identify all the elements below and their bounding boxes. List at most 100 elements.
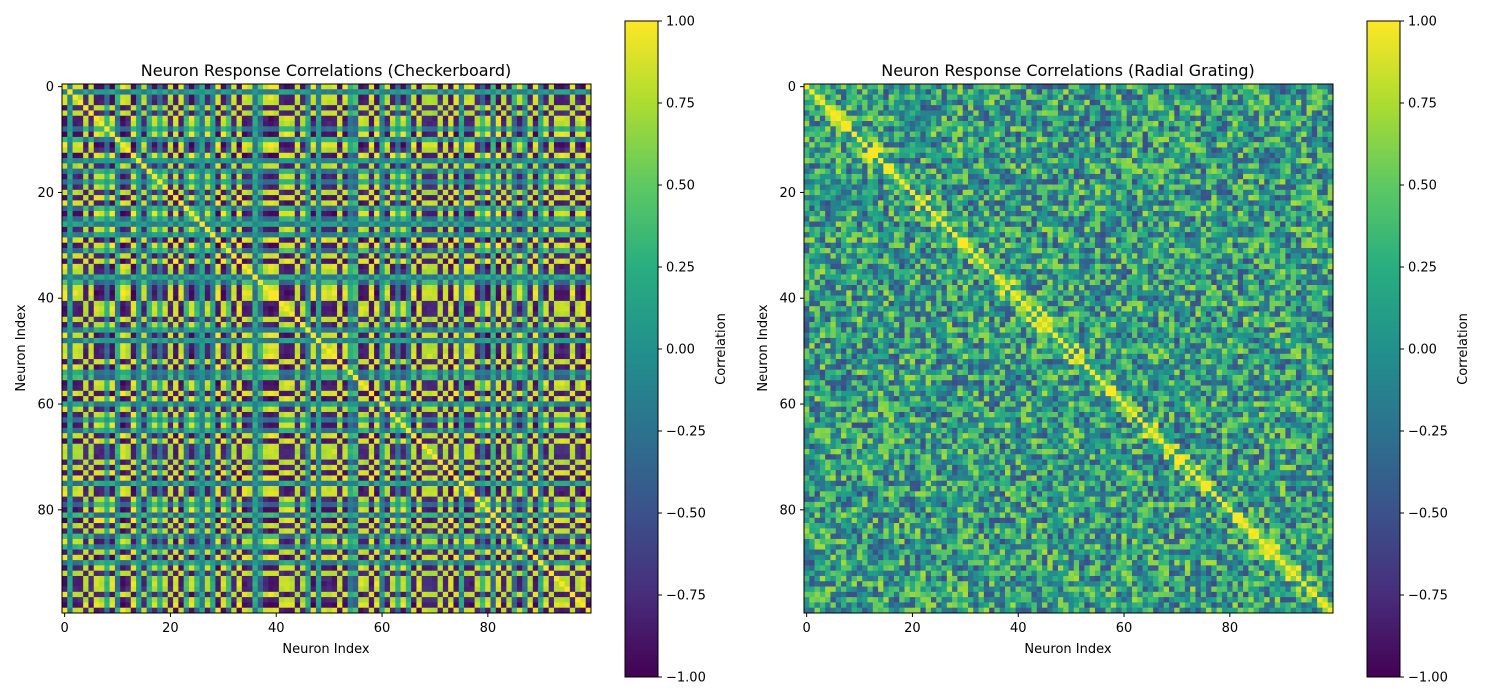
heatmap-cell (348, 200, 354, 206)
heatmap-cell (279, 338, 285, 344)
heatmap-cell (131, 296, 137, 302)
heatmap-cell (506, 179, 512, 185)
heatmap-cell (438, 95, 444, 101)
heatmap-cell (379, 290, 385, 296)
heatmap-cell (358, 89, 364, 95)
heatmap-cell (136, 232, 142, 238)
heatmap-cell (73, 142, 79, 148)
heatmap-cell (358, 190, 364, 196)
heatmap-cell (543, 327, 549, 333)
heatmap-cell (221, 100, 227, 106)
heatmap-cell (432, 222, 438, 228)
heatmap-cell (99, 132, 105, 138)
heatmap-cell (316, 174, 322, 180)
heatmap-cell (157, 274, 163, 280)
heatmap-cell (125, 311, 131, 317)
heatmap-cell (475, 185, 481, 191)
heatmap-cell (485, 274, 491, 280)
heatmap-cell (528, 137, 534, 143)
heatmap-cell (274, 142, 280, 148)
heatmap-cell (416, 121, 422, 127)
heatmap-cell (332, 216, 338, 222)
heatmap-cell (332, 179, 338, 185)
heatmap-cell (327, 253, 333, 259)
heatmap-cell (311, 317, 317, 323)
heatmap-cell (453, 137, 459, 143)
heatmap-cell (480, 306, 486, 312)
heatmap-cell (168, 84, 174, 90)
heatmap-cell (131, 301, 137, 307)
heatmap-cell (311, 343, 317, 349)
heatmap-cell (559, 306, 565, 312)
heatmap-cell (274, 333, 280, 339)
heatmap-cell (104, 185, 110, 191)
heatmap-cell (83, 285, 89, 291)
heatmap-cell (104, 142, 110, 148)
heatmap-cell (252, 153, 258, 159)
heatmap-cell (332, 248, 338, 254)
heatmap-cell (221, 185, 227, 191)
heatmap-cell (268, 185, 274, 191)
heatmap-cell (284, 153, 290, 159)
heatmap-cell (369, 274, 375, 280)
heatmap-cell (67, 116, 73, 122)
heatmap-cell (443, 232, 449, 238)
heatmap-cell (163, 243, 169, 249)
heatmap-cell (342, 311, 348, 317)
heatmap-cell (353, 137, 359, 143)
heatmap-cell (385, 222, 391, 228)
heatmap-cell (395, 296, 401, 302)
heatmap-cell (528, 211, 534, 217)
heatmap-cell (205, 126, 211, 132)
heatmap-cell (538, 343, 544, 349)
heatmap-cell (385, 110, 391, 116)
heatmap-cell (268, 100, 274, 106)
heatmap-cell (358, 227, 364, 233)
heatmap-cell (565, 179, 571, 185)
heatmap-cell (178, 105, 184, 111)
heatmap-cell (184, 248, 190, 254)
heatmap-cell (168, 232, 174, 238)
heatmap-cell (501, 264, 507, 270)
heatmap-cell (533, 132, 539, 138)
heatmap-cell (115, 322, 121, 328)
heatmap-cell (570, 322, 576, 328)
heatmap-cell (157, 253, 163, 259)
heatmap-cell (157, 322, 163, 328)
heatmap-cell (559, 222, 565, 228)
heatmap-cell (168, 200, 174, 206)
heatmap-cell (67, 280, 73, 286)
heatmap-cell (459, 222, 465, 228)
heatmap-cell (274, 237, 280, 243)
heatmap-cell (125, 264, 131, 270)
heatmap-cell (401, 185, 407, 191)
heatmap-cell (189, 285, 195, 291)
heatmap-cell (125, 248, 131, 254)
heatmap-cell (99, 264, 105, 270)
heatmap-cell (104, 253, 110, 259)
heatmap-cell (210, 243, 216, 249)
heatmap-cell (136, 163, 142, 169)
heatmap-cell (252, 317, 258, 323)
heatmap-cell (300, 95, 306, 101)
heatmap-cell (168, 153, 174, 159)
heatmap-cell (83, 100, 89, 106)
heatmap-cell (168, 285, 174, 291)
heatmap-cell (67, 259, 73, 265)
heatmap-cell (316, 222, 322, 228)
heatmap-cell (311, 243, 317, 249)
heatmap-cell (131, 327, 137, 333)
heatmap-cell (496, 248, 502, 254)
heatmap-cell (332, 269, 338, 275)
heatmap-cell (200, 333, 206, 339)
heatmap-cell (184, 211, 190, 217)
heatmap-cell (538, 269, 544, 275)
heatmap-cell (385, 100, 391, 106)
heatmap-cell (575, 179, 581, 185)
heatmap-cell (475, 95, 481, 101)
heatmap-cell (178, 327, 184, 333)
heatmap-cell (215, 227, 221, 233)
heatmap-cell (379, 121, 385, 127)
heatmap-cell (580, 126, 586, 132)
heatmap-cell (300, 147, 306, 153)
